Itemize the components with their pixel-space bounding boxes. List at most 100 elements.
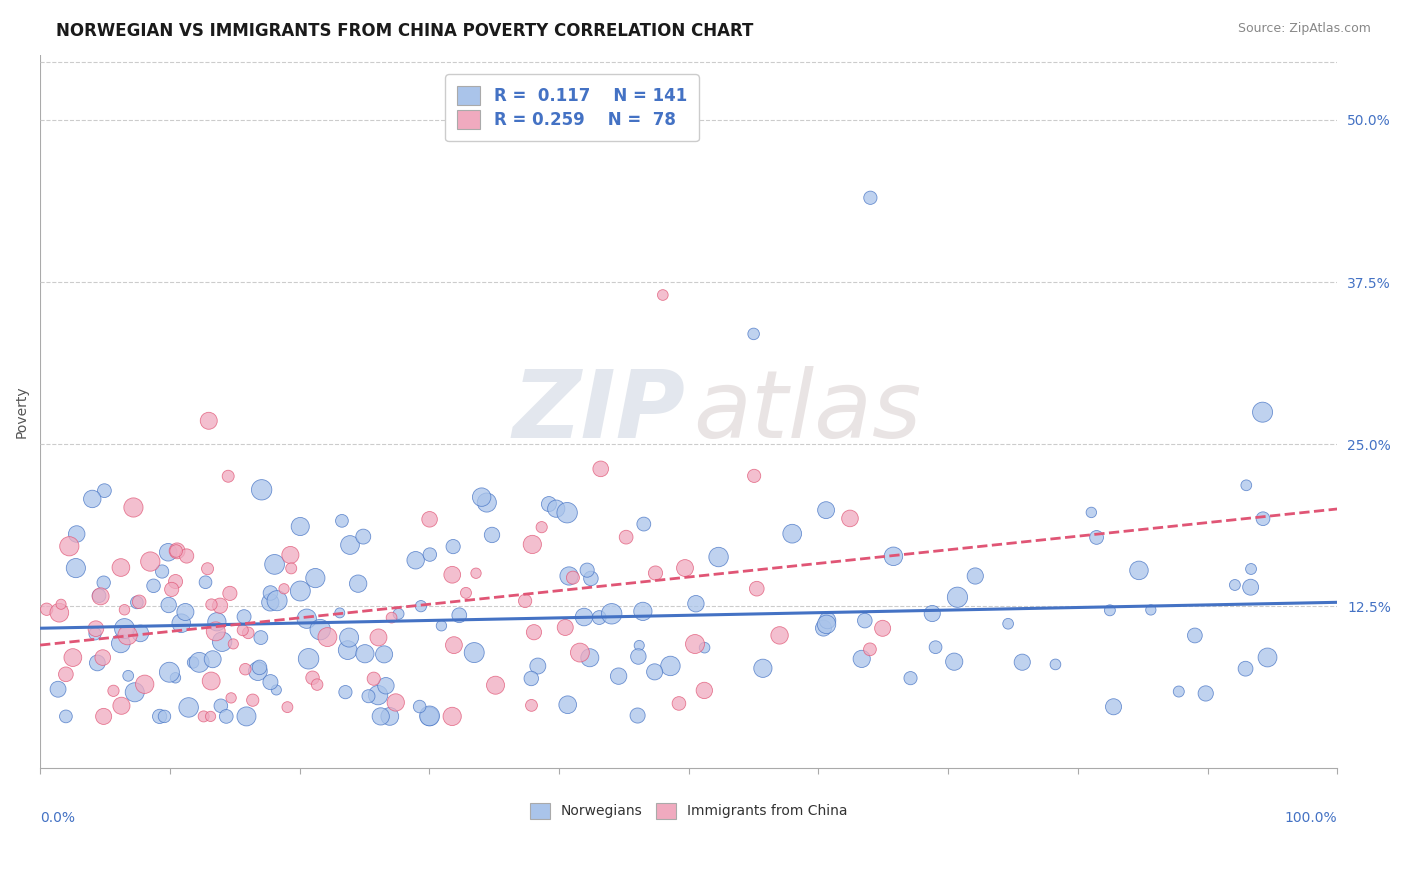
Point: [752, 661, 775, 675]
Point: [644, 665, 666, 679]
Point: [139, 555, 162, 569]
Point: [1234, 662, 1257, 676]
Point: [859, 191, 882, 205]
Point: [117, 669, 139, 683]
Point: [266, 593, 288, 607]
Point: [91, 650, 114, 665]
Point: [193, 709, 215, 723]
Point: [872, 621, 894, 635]
Point: [259, 595, 281, 609]
Point: [215, 709, 238, 723]
Point: [576, 563, 599, 577]
Point: [1045, 657, 1067, 672]
Point: [555, 506, 578, 520]
Point: [443, 638, 465, 652]
Point: [943, 655, 966, 669]
Point: [815, 503, 838, 517]
Point: [66, 527, 89, 541]
Point: [557, 698, 579, 712]
Text: ZIP: ZIP: [512, 366, 685, 458]
Point: [84, 622, 107, 636]
Point: [465, 566, 488, 581]
Point: [46, 682, 69, 697]
Point: [165, 671, 187, 685]
Point: [55, 667, 77, 681]
Point: [530, 520, 553, 534]
Point: [839, 511, 862, 525]
Point: [745, 582, 768, 596]
Point: [965, 569, 987, 583]
Text: 0.0%: 0.0%: [41, 811, 75, 825]
Point: [651, 288, 673, 302]
Point: [273, 582, 295, 596]
Point: [419, 512, 441, 526]
Point: [813, 621, 835, 635]
Point: [35, 602, 58, 616]
Point: [232, 623, 254, 637]
Point: [129, 626, 152, 640]
Point: [181, 656, 204, 670]
Point: [815, 617, 838, 632]
Point: [683, 637, 706, 651]
Point: [1195, 686, 1218, 700]
Point: [418, 709, 440, 723]
Point: [233, 662, 256, 676]
Point: [222, 637, 245, 651]
Point: [1085, 531, 1108, 545]
Point: [160, 582, 183, 597]
Point: [93, 483, 115, 498]
Point: [685, 597, 707, 611]
Point: [579, 572, 602, 586]
Point: [523, 625, 546, 640]
Point: [249, 660, 271, 674]
Point: [197, 562, 219, 576]
Point: [329, 606, 352, 620]
Point: [693, 683, 716, 698]
Point: [217, 469, 239, 483]
Point: [1102, 699, 1125, 714]
Point: [707, 549, 730, 564]
Point: [693, 640, 716, 655]
Point: [250, 631, 273, 645]
Point: [668, 697, 690, 711]
Point: [246, 664, 269, 678]
Point: [900, 671, 922, 685]
Point: [1167, 684, 1189, 698]
Point: [134, 677, 156, 691]
Point: [554, 620, 576, 634]
Point: [197, 414, 219, 428]
Point: [209, 599, 232, 613]
Point: [454, 586, 477, 600]
Point: [201, 652, 224, 666]
Point: [209, 698, 232, 713]
Point: [561, 571, 583, 585]
Point: [851, 652, 873, 666]
Point: [859, 642, 882, 657]
Point: [114, 603, 136, 617]
Point: [304, 571, 326, 585]
Point: [165, 544, 187, 558]
Point: [276, 700, 298, 714]
Point: [357, 690, 380, 704]
Point: [219, 586, 242, 600]
Point: [233, 609, 256, 624]
Point: [626, 708, 648, 723]
Point: [153, 709, 176, 723]
Point: [110, 698, 132, 713]
Point: [405, 553, 427, 567]
Point: [128, 595, 150, 609]
Point: [853, 614, 876, 628]
Point: [157, 598, 180, 612]
Point: [336, 643, 359, 657]
Point: [309, 623, 332, 637]
Point: [339, 538, 361, 552]
Point: [673, 561, 696, 575]
Point: [58, 539, 80, 553]
Point: [381, 610, 404, 624]
Point: [48, 606, 70, 620]
Point: [307, 677, 329, 691]
Point: [1234, 478, 1257, 492]
Point: [295, 612, 318, 626]
Point: [200, 673, 222, 688]
Point: [370, 709, 392, 723]
